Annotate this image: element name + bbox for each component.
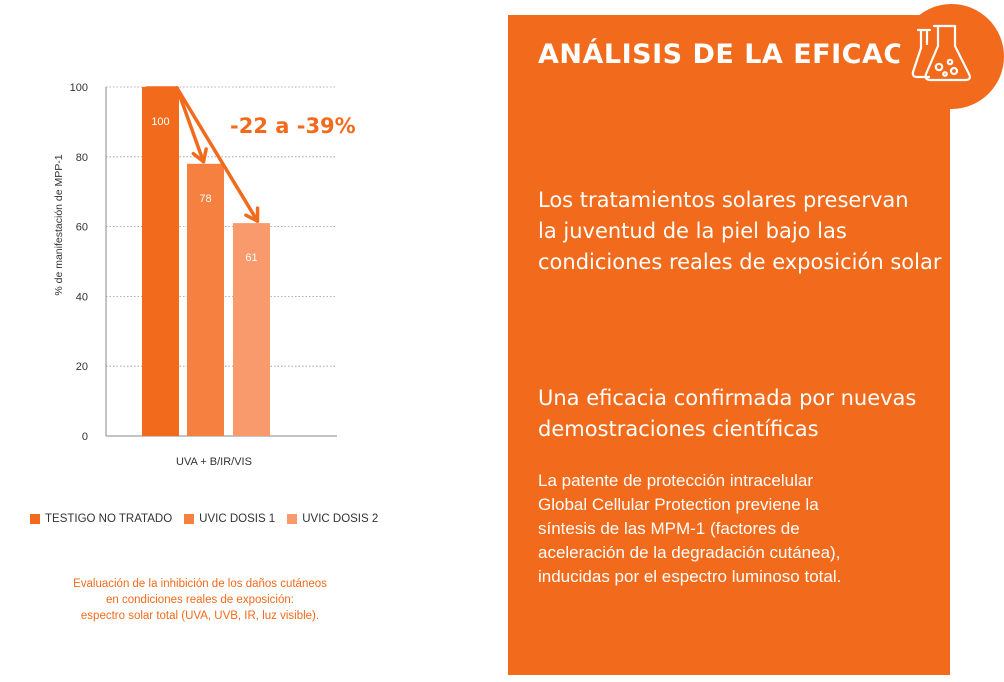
legend-swatch-dose2 [287,514,298,524]
y-tick-label: 20 [76,361,88,373]
flask-icon [911,24,971,82]
body-line: La patente de protección intracelular [538,471,814,490]
bar [233,223,270,436]
arrow-shaft [175,86,206,164]
caption-line: Evaluación de la inhibición de los daños… [73,578,327,590]
bar-value-label: 78 [199,193,211,205]
y-tick-label: 0 [82,431,88,443]
x-category-label: UVA + B/IR/VIS [176,456,252,468]
lead-paragraph: Los tratamientos solares preservan la ju… [538,185,941,278]
body-line: inducidas por el espectro luminoso total… [538,567,842,586]
legend-item-control: TESTIGO NO TRATADO [30,513,172,525]
body-line: aceleración de la degradación cutánea), [538,543,841,562]
body-line: Global Cellular Protection previene la [538,495,819,514]
legend-label-dose2: UVIC DOSIS 2 [302,513,379,525]
body-paragraph: La patente de protección intracelular Gl… [538,469,841,589]
arrow-shaft [175,86,260,223]
legend-item-dose1: UVIC DOSIS 1 [184,513,275,525]
bar-value-label: 61 [245,252,257,264]
flask-badge [899,4,1004,109]
arrow-head [191,147,208,164]
arrow-head [244,206,260,223]
legend-label-control: TESTIGO NO TRATADO [45,513,173,525]
legend-item-dose2: UVIC DOSIS 2 [287,513,378,525]
arrows [145,86,260,223]
y-tick-label: 100 [70,82,88,94]
subheading-line: demostraciones científicas [538,417,819,441]
legend-swatch-control [30,514,40,524]
legend: TESTIGO NO TRATADO UVIC DOSIS 1 UVIC DOS… [30,513,378,525]
bar-chart: 0 20 40 60 80 100 % de manifestación de MPP-1… [53,82,356,468]
body-line: síntesis de las MPM-1 (factores de [538,519,800,538]
caption-line: en condiciones reales de exposición: [106,594,294,606]
subheading: Una eficacia confirmada por nuevas demos… [538,383,916,445]
bar [187,163,224,436]
y-tick-label: 80 [76,152,88,164]
lead-line: Los tratamientos solares preservan [538,188,909,212]
bar-value-label: 100 [151,116,169,128]
y-axis-label: % de manifestación de MPP-1 [53,154,65,295]
bar [142,87,179,436]
reduction-annotation: -22 a -39% [230,114,356,138]
y-ticks: 0 20 40 60 80 100 [70,82,88,443]
legend-label-dose1: UVIC DOSIS 1 [199,513,276,525]
efficacy-panel: ANÁLISIS DE LA EFICACIA Los tratamientos… [508,15,950,675]
y-tick-label: 60 [76,222,88,234]
y-tick-label: 40 [76,291,88,303]
legend-swatch-dose1 [184,514,195,524]
lead-line: la juventud de la piel bajo las [538,219,847,243]
caption-line: espectro solar total (UVA, UVB, IR, luz … [80,610,320,622]
chart-caption: Evaluación de la inhibición de los daños… [30,576,370,624]
panel-title: ANÁLISIS DE LA EFICACIA [538,39,936,70]
lead-line: condiciones reales de exposición solar [538,250,942,274]
bars: 100 78 61 [142,87,270,436]
subheading-line: Una eficacia confirmada por nuevas [538,386,917,410]
